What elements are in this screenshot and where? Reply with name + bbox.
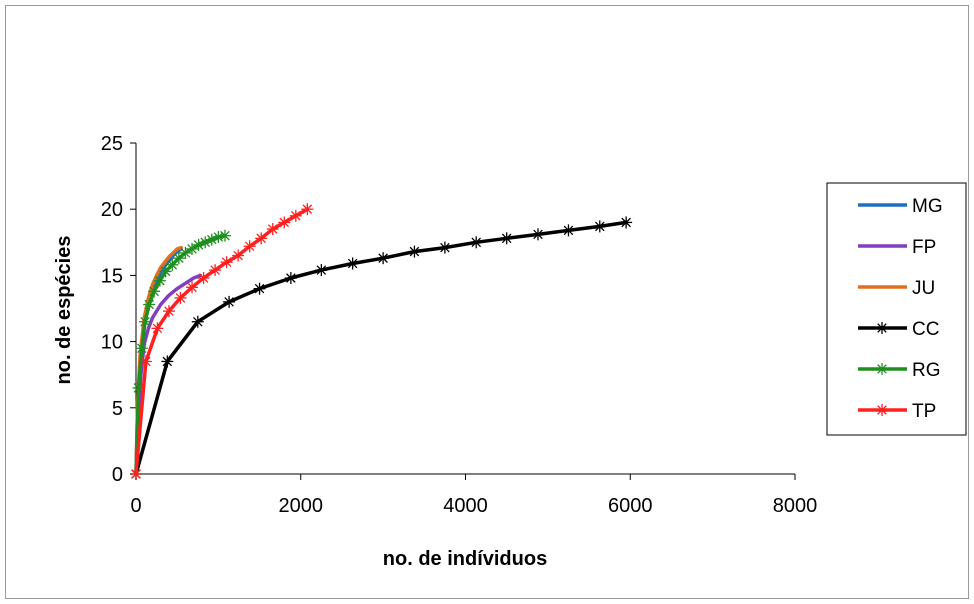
data-point-cc [377,252,390,265]
y-tick-label: 15 [101,265,123,287]
legend-item-tp: TP [858,401,936,422]
data-point-tp [289,209,302,222]
y-tick-label: 20 [101,199,123,221]
legend-label: CC [912,319,939,340]
data-point-cc [223,295,236,308]
data-point-tp [151,322,164,335]
data-point-rg [218,229,231,242]
data-point-cc [284,272,297,285]
series-cc [130,216,633,480]
y-tick-label: 25 [101,133,123,155]
legend-marker [876,404,888,416]
legend-label: JU [912,278,935,299]
data-point-cc [315,264,328,277]
legend-item-ju: JU [858,278,935,299]
axes: 0 5 10 15 20 25 0 2000 4000 6000 8000 [101,133,818,517]
data-point-rg [135,342,148,355]
data-point-tp [232,249,245,262]
legend-label: RG [912,360,941,381]
data-point-tp [162,305,175,318]
data-point-rg [139,315,152,328]
legend-item-mg: MG [858,196,943,217]
legend-item-fp: FP [858,237,936,258]
legend-label: TP [912,401,936,422]
data-point-rg [153,274,166,287]
data-point-rg [143,298,156,311]
y-tick-label: 0 [112,464,123,486]
data-point-cc [593,220,606,233]
data-point-rg [179,246,192,259]
data-point-cc [191,315,204,328]
legend: MG FP JU CC RG TP [826,182,967,436]
data-point-rg [186,242,199,255]
data-point-rg [166,258,179,271]
data-point-cc [562,224,575,237]
data-point-rg [159,265,172,278]
data-point-tp [301,203,314,216]
data-point-tp [243,240,256,253]
data-point-rg [148,285,161,298]
legend-item-rg: RG [858,360,941,381]
series-tp [130,203,314,480]
x-tick-label: 2000 [279,495,324,517]
data-point-tp [186,281,199,294]
legend-label: MG [912,196,943,217]
x-axis-title: no. de indíviduos [383,548,547,570]
data-point-tp [278,216,291,229]
data-point-cc [346,257,359,270]
y-axis-title: no. de espécies [53,236,75,385]
series-rg [130,229,231,480]
data-point-cc [408,245,421,258]
x-tick-label: 0 [130,495,141,517]
legend-label: FP [912,237,936,258]
data-point-cc [161,355,174,368]
data-point-tp [255,232,268,245]
data-point-cc [620,216,633,229]
data-point-cc [531,228,544,241]
data-point-tp [174,291,187,304]
legend-marker [876,322,888,334]
data-point-tp [220,256,233,269]
data-point-tp [139,355,152,368]
data-point-cc [253,282,266,295]
legend-marker [876,363,888,375]
data-point-tp [197,272,210,285]
data-point-tp [130,468,142,480]
y-tick-label: 5 [112,398,123,420]
data-point-tp [209,264,222,277]
series-line-tp [134,207,310,476]
data-point-tp [266,223,279,236]
y-tick-label: 10 [101,332,123,354]
legend-item-cc: CC [858,319,939,340]
legend-box [826,182,967,436]
data-point-cc [500,232,513,245]
data-point-rg [172,252,185,265]
data-point-cc [438,241,451,254]
x-tick-label: 8000 [773,495,818,517]
x-tick-label: 6000 [608,495,653,517]
x-tick-label: 4000 [443,495,488,517]
series-layer [130,203,633,480]
chart-frame [5,5,969,599]
data-point-cc [470,236,483,249]
